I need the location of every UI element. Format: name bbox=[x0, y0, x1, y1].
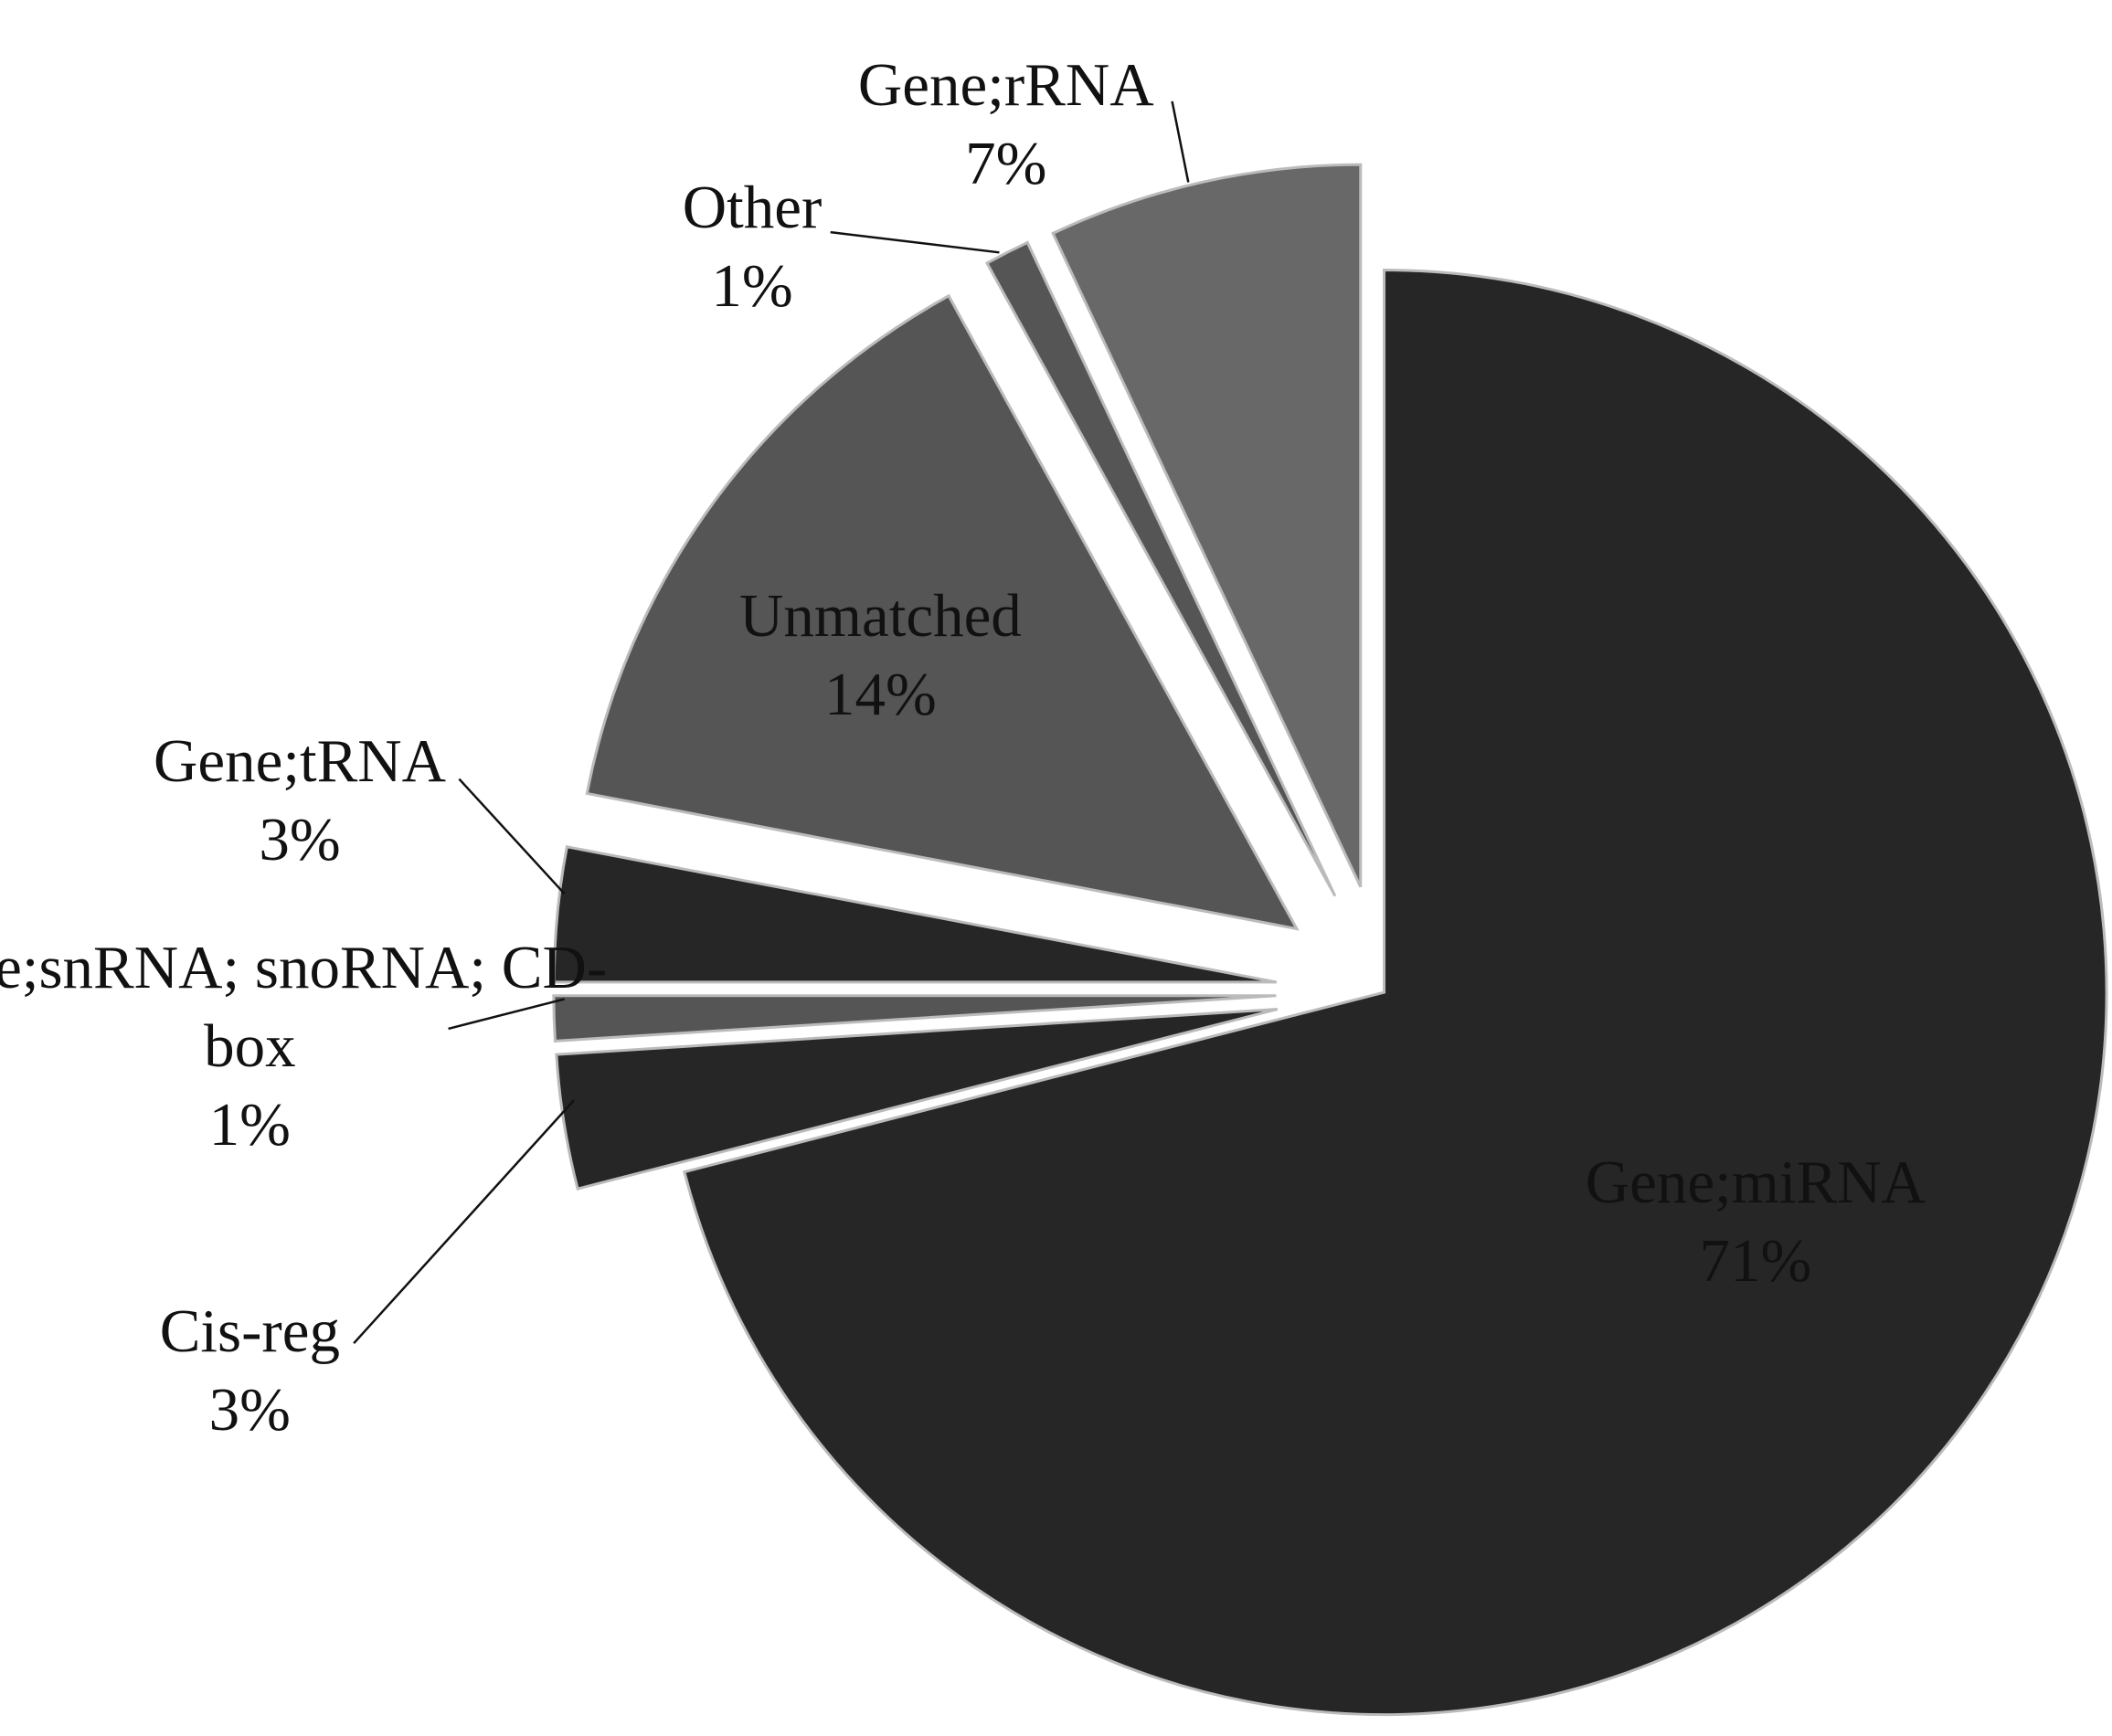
value-label: 1% bbox=[711, 252, 793, 321]
category-label: Gene;snRNA; snoRNA; CD-box bbox=[0, 934, 608, 1081]
category-label: Gene;miRNA bbox=[1585, 1149, 1926, 1217]
value-label: 3% bbox=[208, 1375, 291, 1444]
leader-line bbox=[1171, 101, 1190, 183]
category-label: Other bbox=[682, 174, 823, 242]
slice-label: Other 1% bbox=[549, 168, 954, 325]
category-label: Gene;tRNA bbox=[153, 727, 447, 796]
slice-label: Gene;snRNA; snoRNA; CD-box 1% bbox=[0, 928, 628, 1164]
pie-slice bbox=[1051, 163, 1363, 888]
leader-line bbox=[458, 778, 566, 895]
slice-label: Gene;miRNA 71% bbox=[1485, 1143, 2025, 1300]
pie-slice bbox=[552, 994, 1277, 1043]
category-label: Unmatched bbox=[738, 581, 1022, 650]
category-label: Gene;rRNA bbox=[857, 50, 1154, 119]
leader-line bbox=[830, 230, 1000, 254]
slice-label: Cis-reg 3% bbox=[48, 1292, 452, 1449]
category-label: Cis-reg bbox=[159, 1297, 340, 1365]
value-label: 1% bbox=[208, 1091, 291, 1159]
leader-line bbox=[448, 998, 565, 1031]
leader-line bbox=[353, 1099, 575, 1345]
pie-slice bbox=[683, 269, 2108, 1717]
value-label: 7% bbox=[965, 129, 1047, 197]
value-label: 71% bbox=[1699, 1227, 1812, 1296]
slice-label: Gene;tRNA 3% bbox=[57, 722, 543, 879]
value-label: 14% bbox=[823, 660, 937, 728]
pie-slice bbox=[585, 293, 1300, 931]
slice-label: Gene;rRNA 7% bbox=[763, 46, 1249, 203]
slice-label: Unmatched 14% bbox=[637, 577, 1123, 734]
value-label: 3% bbox=[259, 806, 341, 874]
pie-slice bbox=[552, 845, 1278, 984]
pie-slice bbox=[985, 240, 1337, 897]
pie-slice bbox=[555, 1008, 1279, 1191]
